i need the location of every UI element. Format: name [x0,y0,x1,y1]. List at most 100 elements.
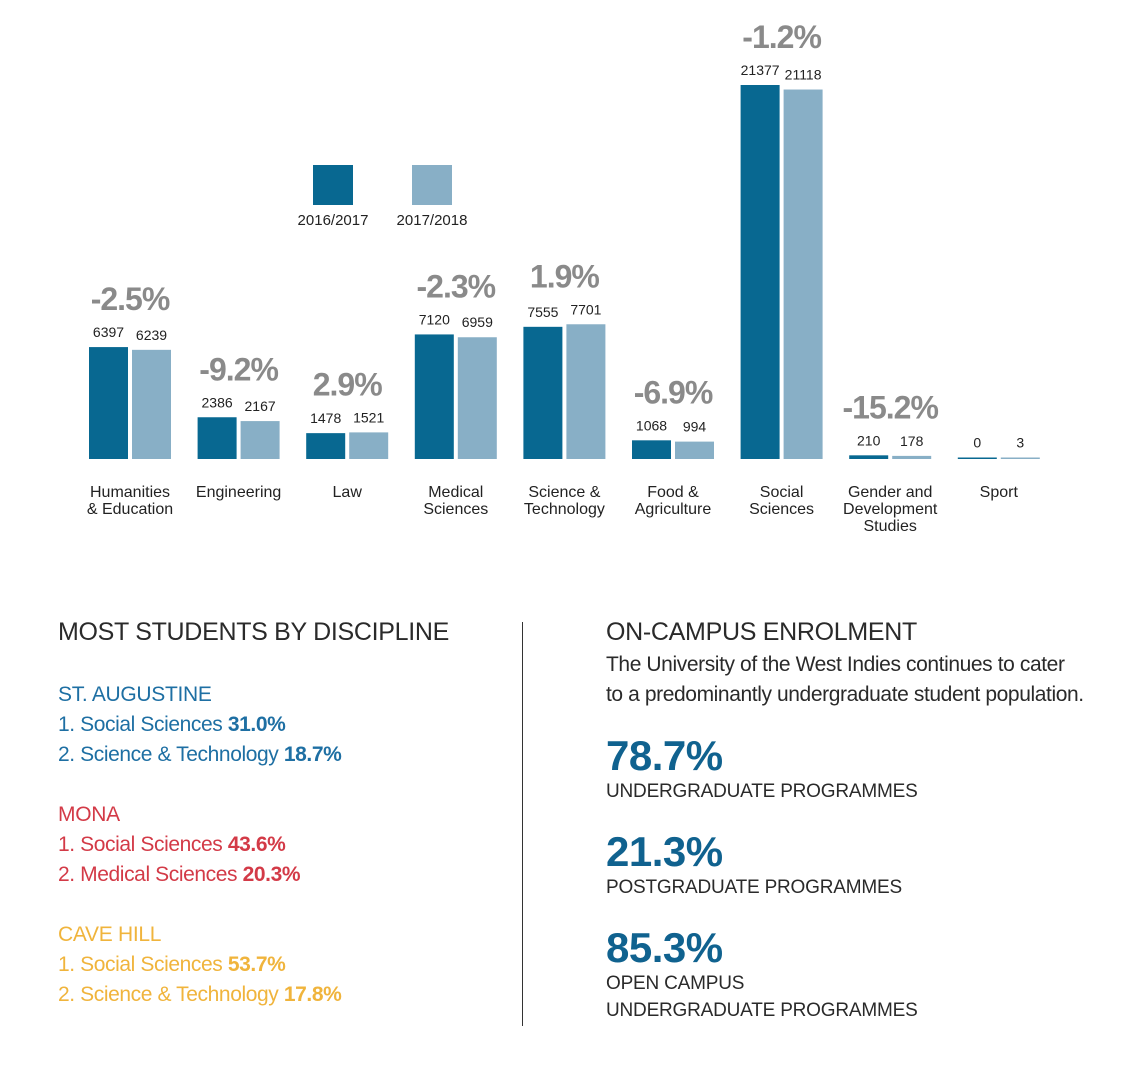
change-percent-label: -2.3% [417,268,496,304]
campus-cave-hill: CAVE HILL 1. Social Sciences 53.7% 2. Sc… [58,920,342,1010]
bar-2016-2017 [957,457,997,459]
change-percent-label: 2.9% [313,366,382,402]
campus-item-label: 1. Social Sciences [58,953,223,976]
bar-2017-2018 [783,89,823,460]
legend-label: 2016/2017 [298,212,369,229]
stat-label: UNDERGRADUATE PROGRAMMES [606,1000,918,1021]
category-label: Engineering [196,484,281,501]
stat-open-campus: 85.3% OPEN CAMPUS UNDERGRADUATE PROGRAMM… [606,926,918,1024]
bar-value-label: 994 [683,419,707,435]
bar-2017-2018 [892,455,932,459]
bar-2016-2017 [414,334,454,459]
category-label: & Education [87,501,173,518]
stat-value: 21.3% [606,828,723,875]
bar-2016-2017 [849,455,889,459]
stat-undergraduate: 78.7% UNDERGRADUATE PROGRAMMES [606,734,918,805]
enrolment-title: ON-CAMPUS ENROLMENT [606,618,917,646]
campus-name: MONA [58,803,120,826]
campus-item-value: 17.8% [283,983,342,1006]
bar-2016-2017 [197,417,237,459]
campus-item-label: 2. Science & Technology [58,743,279,766]
bar-2017-2018 [349,432,389,459]
bar-value-label: 2167 [245,398,276,414]
bar-value-label: 21118 [785,67,822,83]
bar-2017-2018 [240,421,280,459]
campus-name: CAVE HILL [58,923,162,946]
category-label: Studies [864,518,917,535]
stat-label: POSTGRADUATE PROGRAMMES [606,877,902,898]
category-label: Sport [980,484,1019,501]
bar-value-label: 6959 [462,314,493,330]
legend-swatch [412,165,452,205]
bar-2017-2018 [675,441,714,459]
bar-value-label: 1068 [636,417,667,433]
bar-2017-2018 [1000,457,1040,459]
campus-item-label: 2. Science & Technology [58,983,279,1006]
campus-item-value: 53.7% [227,953,286,976]
bar-2017-2018 [132,349,171,459]
description-line: The University of the West Indies contin… [606,653,1065,676]
category-label: Humanities [90,484,170,501]
column-divider [522,622,523,1026]
change-percent-label: -15.2% [843,389,939,425]
category-label: Science & [528,484,600,501]
category-label: Sciences [423,501,488,518]
change-percent-label: -2.5% [91,281,170,317]
stat-label: OPEN CAMPUS [606,973,745,994]
campus-item-value: 18.7% [283,743,342,766]
bar-2016-2017 [89,347,128,459]
campus-item: 1. Social Sciences 31.0% [58,710,341,740]
campus-item: 1. Social Sciences 43.6% [58,830,300,860]
bar-value-label: 7555 [527,304,558,320]
change-percent-label: -1.2% [742,19,821,55]
campus-st-augustine: ST. AUGUSTINE 1. Social Sciences 31.0% 2… [58,680,342,770]
campus-item-label: 2. Medical Sciences [58,863,238,886]
bar-value-label: 0 [973,435,981,451]
bar-value-label: 1521 [353,409,384,425]
campus-item: 1. Social Sciences 53.7% [58,950,341,980]
campus-item: 2. Science & Technology 17.8% [58,980,342,1010]
campus-item-value: 43.6% [227,833,286,856]
stat-label: UNDERGRADUATE PROGRAMMES [606,781,918,802]
legend-swatch [313,165,353,205]
category-label: Medical [428,484,483,501]
bar-2016-2017 [632,440,671,459]
bar-value-label: 178 [900,433,924,449]
campus-item-label: 1. Social Sciences [58,713,223,736]
campus-item-value: 31.0% [227,713,286,736]
change-percent-label: -9.2% [199,351,278,387]
bar-value-label: 7120 [419,311,450,327]
category-label: Social [760,484,804,501]
bar-2017-2018 [457,337,497,459]
category-label: Technology [524,501,605,518]
category-label: Agriculture [635,501,712,518]
campus-item: 2. Medical Sciences 20.3% [58,860,301,890]
bar-value-label: 3 [1016,435,1024,451]
change-percent-label: 1.9% [530,258,599,294]
category-label: Food & [647,484,699,501]
bar-value-label: 6239 [136,327,167,343]
bar-2017-2018 [566,324,606,459]
enrolment-description: The University of the West Indies contin… [606,650,1126,710]
bar-chart: 6397 6239 -2.5% Humanities& Education 2386 21… [87,19,1040,535]
description-line: to a predominantly undergraduate student… [606,683,1084,706]
bar-2016-2017 [306,433,346,459]
bar-2016-2017 [523,326,563,459]
stat-postgraduate: 21.3% POSTGRADUATE PROGRAMMES [606,830,902,901]
stat-value: 78.7% [606,732,723,779]
category-label: Development [843,501,938,518]
campus-item: 2. Science & Technology 18.7% [58,740,342,770]
category-label: Gender and [848,484,933,501]
campus-mona: MONA 1. Social Sciences 43.6% 2. Medical… [58,800,301,890]
stat-value: 85.3% [606,924,723,971]
legend-label: 2017/2018 [397,212,468,229]
campus-item-value: 20.3% [242,863,301,886]
bar-value-label: 1478 [310,410,341,426]
bar-value-label: 2386 [202,394,233,410]
bar-2016-2017 [740,85,780,459]
category-label: Law [333,484,363,501]
discipline-title: MOST STUDENTS BY DISCIPLINE [58,618,450,646]
bar-value-label: 6397 [93,324,124,340]
change-percent-label: -6.9% [634,374,713,410]
campus-item-label: 1. Social Sciences [58,833,223,856]
